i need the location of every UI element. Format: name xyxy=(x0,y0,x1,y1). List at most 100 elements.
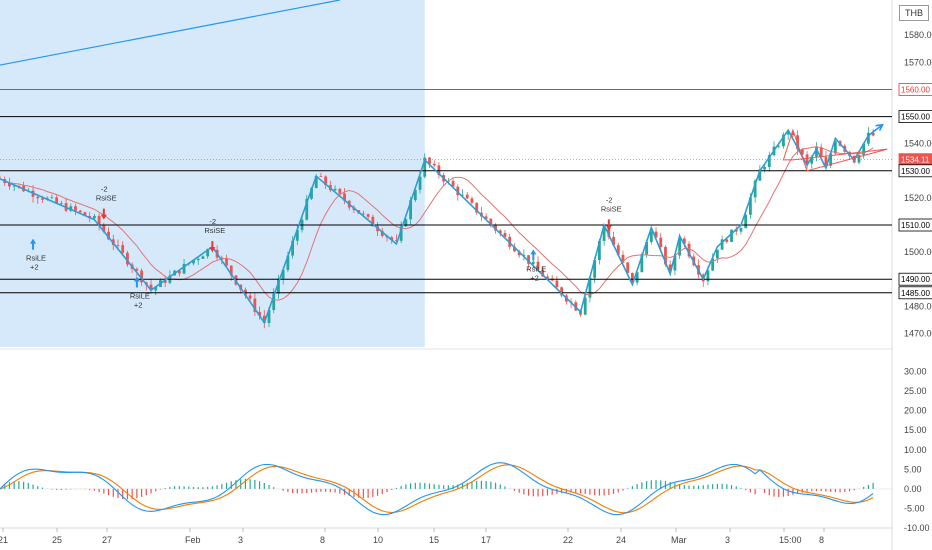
osc-hist-bar xyxy=(225,482,228,489)
strategy-signal: RsiLE+2 xyxy=(26,238,46,272)
osc-hist-bar xyxy=(839,488,841,493)
candle-body xyxy=(92,215,96,219)
price-label-text: 1510.00 xyxy=(901,221,930,230)
candle-body xyxy=(343,193,346,201)
candle-body xyxy=(678,238,682,256)
osc-hist-bar xyxy=(735,486,737,489)
osc-hist-bar xyxy=(679,484,681,489)
candle-body xyxy=(456,186,460,196)
osc-hist-bar xyxy=(27,483,29,489)
osc-hist-bar xyxy=(268,484,270,489)
time-tick-label: 8 xyxy=(320,535,325,545)
price-label-box xyxy=(898,83,932,96)
candle-body xyxy=(744,214,748,229)
osc-hist-bar xyxy=(664,481,667,489)
candle-body xyxy=(753,180,757,198)
osc-hist-bar xyxy=(216,485,218,489)
signal-label: RsiLE xyxy=(26,254,46,263)
osc-hist-bar xyxy=(773,488,775,497)
osc-hist-bar xyxy=(584,488,586,494)
candle-body xyxy=(291,240,295,256)
candle-body xyxy=(583,297,587,315)
osc-hist-bar xyxy=(8,482,11,489)
time-tick-label: 3 xyxy=(238,535,243,545)
osc-hist-bar xyxy=(485,480,487,489)
osc-fast-line xyxy=(0,462,874,516)
osc-hist-bar xyxy=(546,488,549,496)
osc-hist-bar xyxy=(362,488,365,499)
candle-body xyxy=(819,147,823,158)
osc-hist-bar xyxy=(749,488,752,493)
osc-hist-bar xyxy=(494,482,497,489)
osc-hist-bar xyxy=(18,481,20,489)
signal-arrow-up-icon xyxy=(30,238,37,250)
osc-hist-bar xyxy=(636,484,638,489)
candle-body xyxy=(824,157,828,166)
osc-hist-bar xyxy=(598,488,600,496)
osc-hist-bar xyxy=(400,485,402,489)
osc-hist-bar xyxy=(867,484,870,489)
signal-arrow-up-icon xyxy=(133,276,140,288)
price-label-box xyxy=(898,218,932,232)
time-tick-label: Mar xyxy=(671,535,687,545)
osc-hist-bar xyxy=(542,488,544,497)
candle-body xyxy=(664,246,667,265)
strategy-signal: RsiLE+2 xyxy=(130,276,150,310)
candle-body xyxy=(418,176,422,190)
time-tick-label: 15:00 xyxy=(779,535,802,545)
candle-body xyxy=(612,236,615,246)
osc-hist-bar xyxy=(848,488,851,492)
osc-tick-label: 20.00 xyxy=(904,406,927,416)
candle-body xyxy=(8,183,11,187)
price-tick-label: 1500.00 xyxy=(904,247,932,257)
signal-arrow-down-icon xyxy=(605,219,612,231)
candle-body xyxy=(390,237,394,241)
candle-body xyxy=(810,156,814,164)
osc-hist-bar xyxy=(797,488,799,494)
osc-hist-bar xyxy=(745,488,747,491)
osc-hist-bar xyxy=(589,488,591,495)
price-label-text: 1530.00 xyxy=(901,167,930,176)
candle-body xyxy=(258,311,261,316)
price-label-text: 1534.11 xyxy=(901,156,930,165)
signal-label: RsiSE xyxy=(96,194,117,203)
osc-hist-bar xyxy=(716,483,718,489)
currency-badge: THB xyxy=(899,5,929,21)
candle-body xyxy=(536,261,540,270)
osc-hist-bar xyxy=(688,485,690,489)
candle-body xyxy=(121,245,125,253)
osc-hist-bar xyxy=(527,488,530,496)
osc-hist-bar xyxy=(178,486,180,489)
osc-hist-bar xyxy=(249,479,251,489)
osc-hist-bar xyxy=(660,480,662,489)
candle-body xyxy=(305,198,309,220)
signal-count: +2 xyxy=(530,273,539,282)
osc-hist-bar xyxy=(358,488,360,498)
osc-hist-bar xyxy=(523,488,525,495)
osc-hist-bar xyxy=(56,488,58,490)
osc-hist-bar xyxy=(419,482,421,489)
osc-hist-bar xyxy=(207,486,209,489)
osc-hist-bar xyxy=(122,488,124,499)
osc-hist-bar xyxy=(174,486,176,489)
osc-hist-bar xyxy=(556,488,558,494)
signal-label: RsiSE xyxy=(601,204,622,213)
candle-body xyxy=(494,224,497,231)
osc-hist-bar xyxy=(726,484,728,489)
osc-tick-label: 15.00 xyxy=(904,425,927,435)
osc-hist-bar xyxy=(221,484,223,489)
candle-body xyxy=(640,254,644,273)
candle-body xyxy=(267,309,271,323)
osc-hist-bar xyxy=(631,486,634,489)
osc-hist-bar xyxy=(622,488,624,491)
osc-hist-bar xyxy=(447,485,449,489)
candle-body xyxy=(593,260,597,278)
candle-body xyxy=(192,260,195,264)
candle-body xyxy=(83,212,87,216)
osc-hist-bar xyxy=(131,488,133,500)
candle-body xyxy=(513,246,516,252)
osc-hist-bar xyxy=(537,488,539,497)
osc-hist-bar xyxy=(443,485,445,489)
